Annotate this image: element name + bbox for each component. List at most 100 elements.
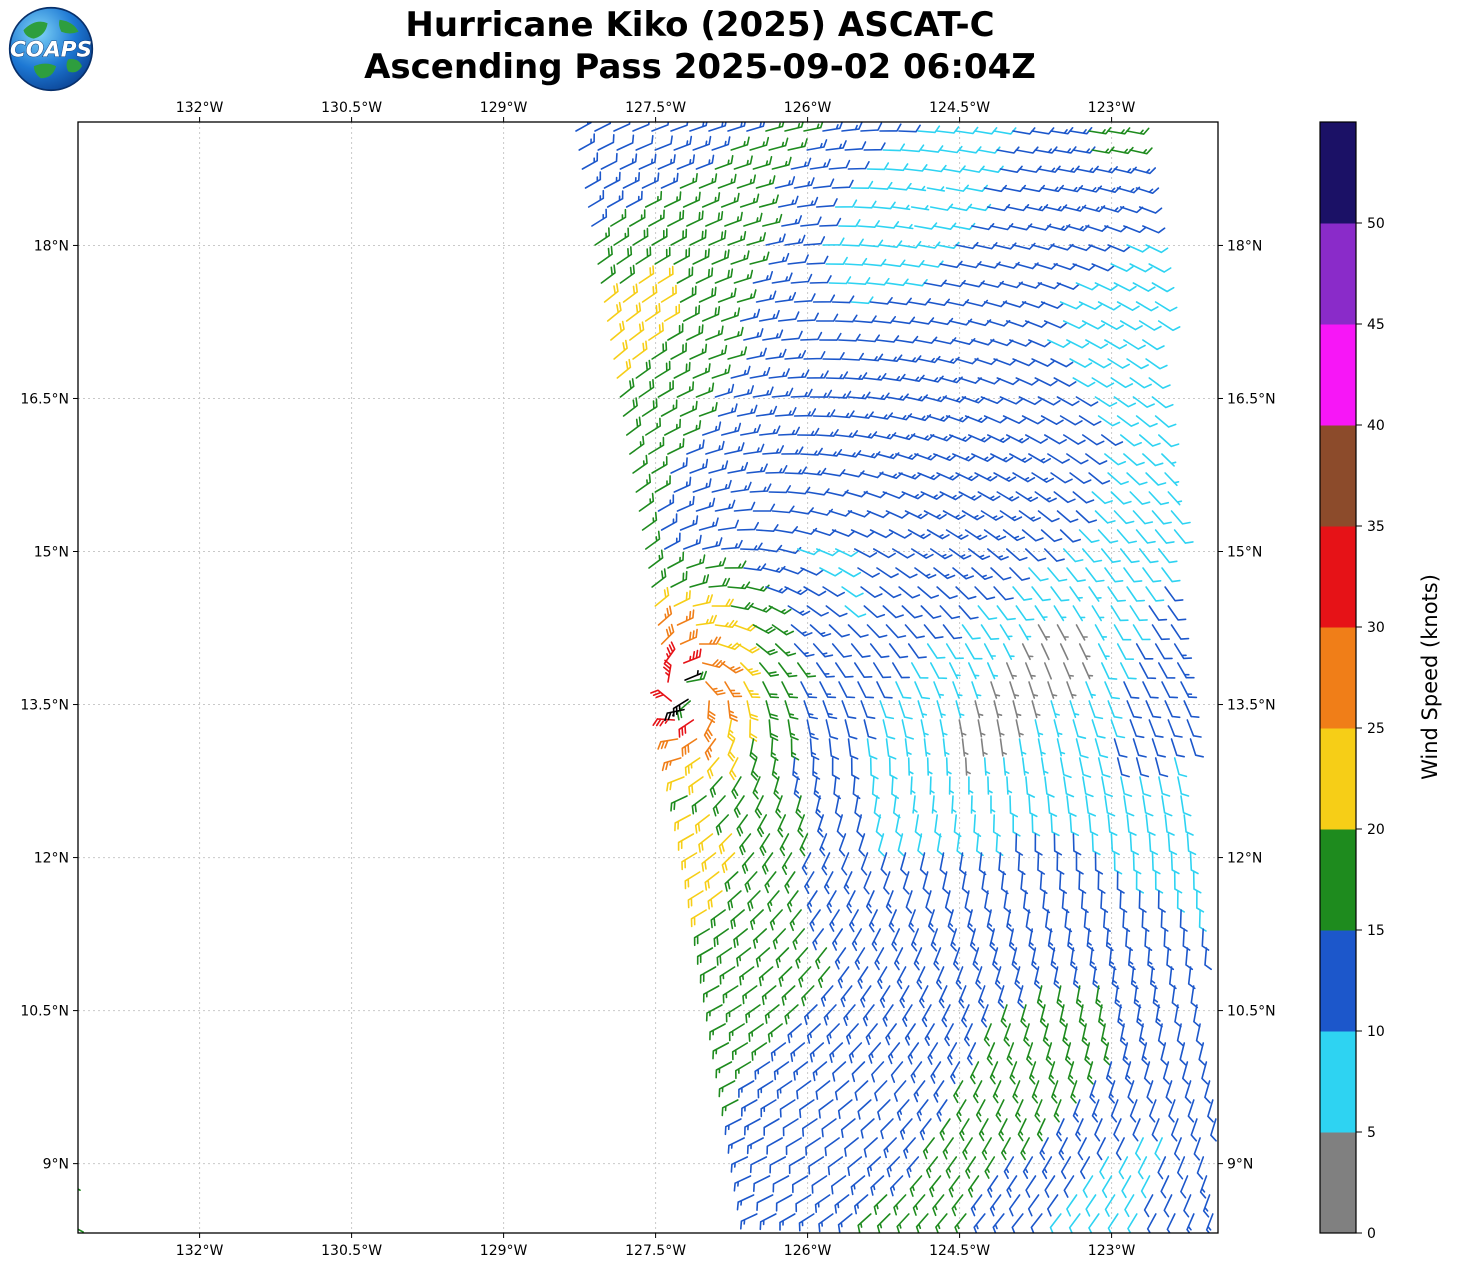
wind-barb — [78, 1228, 84, 1233]
wind-barb — [866, 738, 878, 760]
wind-barb — [771, 624, 795, 636]
wind-barb — [777, 195, 799, 208]
colorbar-segment — [1320, 1132, 1356, 1234]
wind-barb — [1082, 776, 1094, 798]
wind-barb — [1026, 1042, 1034, 1066]
axis-ticks — [73, 117, 1223, 1238]
wind-barb — [912, 1194, 926, 1216]
wind-barb — [822, 700, 838, 720]
wind-barb — [708, 460, 729, 474]
wind-barb — [1091, 605, 1105, 622]
wind-barb — [709, 1023, 726, 1041]
wind-barb — [698, 833, 714, 853]
wind-barb — [610, 320, 625, 341]
wind-barb — [1150, 966, 1158, 990]
wind-barb — [746, 584, 770, 592]
wind-barb — [948, 776, 954, 795]
wind-barb — [787, 254, 809, 265]
wind-barb — [975, 966, 983, 990]
wind-barb — [945, 299, 970, 307]
wind-barb — [1126, 127, 1150, 135]
wind-barb — [725, 1004, 742, 1023]
wind-barb — [844, 1137, 859, 1157]
wind-barb — [654, 246, 671, 265]
wind-barb — [1163, 928, 1172, 951]
wind-barb — [854, 795, 862, 819]
wind-barb — [661, 757, 682, 772]
wind-barb — [739, 966, 755, 986]
wind-barb — [806, 255, 829, 265]
wind-barb — [654, 360, 671, 379]
wind-barb — [698, 402, 718, 417]
wind-barb — [1113, 738, 1128, 758]
wind-barb — [1110, 833, 1120, 856]
wind-barb — [847, 391, 871, 400]
wind-barb — [682, 191, 701, 208]
wind-barb — [1110, 377, 1134, 389]
wind-barb — [1031, 586, 1051, 602]
wind-barb — [765, 700, 779, 721]
wind-barb — [893, 1194, 907, 1216]
wind-barb — [1123, 225, 1147, 233]
wind-barb — [1110, 605, 1129, 622]
wind-barb — [838, 833, 847, 857]
wind-barb — [1126, 472, 1148, 486]
wind-barb — [689, 458, 709, 474]
wind-barb — [1116, 757, 1130, 778]
wind-barb — [1105, 1061, 1113, 1085]
wind-barb — [793, 293, 816, 303]
wind-barb — [1198, 909, 1207, 932]
gridlines — [78, 122, 1218, 1233]
wind-barb — [926, 186, 946, 192]
wind-barb — [1142, 681, 1159, 699]
wind-barb — [790, 388, 813, 398]
wind-barb — [993, 358, 1017, 366]
wind-barb — [619, 264, 635, 284]
colorbar-tick-label: 40 — [1367, 418, 1385, 434]
wind-barb — [1202, 1194, 1211, 1218]
wind-barb — [673, 476, 692, 493]
wind-barb — [983, 1023, 992, 1047]
wind-barb — [761, 852, 774, 875]
wind-barb — [724, 326, 744, 341]
wind-barb — [1009, 795, 1018, 818]
wind-barb — [954, 1213, 967, 1233]
wind-barb — [755, 405, 778, 417]
wind-barb — [1207, 1099, 1214, 1123]
wind-barb — [707, 700, 716, 723]
wind-barb — [1145, 244, 1169, 254]
wind-barb — [787, 486, 811, 495]
wind-barb — [913, 1080, 926, 1103]
wind-barb — [920, 145, 944, 153]
wind-barb — [961, 1004, 970, 1028]
wind-barb — [816, 548, 840, 557]
wind-barb — [1085, 681, 1096, 699]
wind-barb — [977, 719, 986, 738]
wind-barb — [990, 681, 1001, 699]
wind-barb — [786, 890, 799, 913]
wind-barb — [1030, 1213, 1043, 1233]
wind-barb — [902, 1004, 913, 1027]
wind-barb — [917, 125, 941, 134]
wind-barb — [983, 757, 991, 776]
wind-barb — [1002, 643, 1015, 660]
wind-barb — [806, 605, 829, 617]
wind-barb — [1047, 681, 1058, 699]
wind-barb — [873, 1194, 888, 1215]
wind-barb — [1104, 795, 1116, 817]
wind-barb — [909, 1175, 923, 1197]
wind-barb — [980, 1004, 989, 1028]
wind-barb — [981, 1137, 992, 1161]
wind-barb — [818, 1099, 834, 1119]
wind-barb — [657, 380, 674, 398]
wind-barb — [797, 814, 805, 838]
wind-barb — [880, 852, 888, 876]
colorbar-tick-label: 30 — [1367, 620, 1385, 636]
wind-barb — [838, 333, 861, 342]
wind-barb — [809, 624, 832, 638]
wind-barb — [641, 284, 658, 303]
wind-barb — [815, 313, 839, 322]
wind-barb — [651, 122, 670, 132]
wind-barb — [622, 397, 638, 417]
wind-barb — [876, 221, 900, 229]
